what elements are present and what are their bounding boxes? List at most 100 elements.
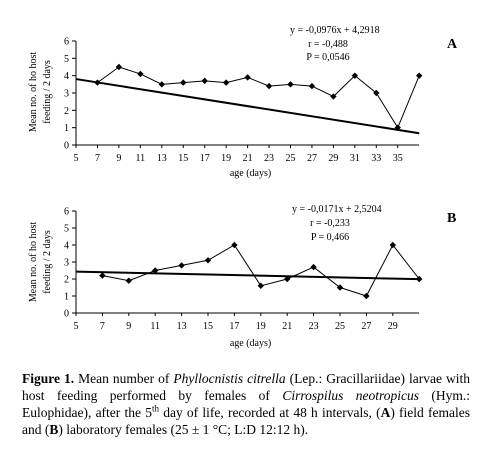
x-tick-label: 15	[203, 321, 213, 332]
x-axis-label: age (days)	[230, 168, 271, 179]
data-point	[336, 284, 344, 291]
regression-annotation: y = -0,0171x + 2,5204	[292, 204, 382, 215]
data-point	[152, 267, 159, 274]
panel-label: B	[447, 211, 456, 226]
data-point	[178, 262, 185, 269]
y-tick-label: 0	[64, 141, 69, 152]
regression-annotation: r = -0,233	[310, 218, 350, 229]
data-point	[287, 81, 294, 88]
data-point	[204, 257, 212, 264]
x-tick-label: 21	[282, 321, 292, 332]
x-tick-label: 15	[178, 153, 188, 164]
x-tick-label: 31	[350, 153, 360, 164]
data-point	[284, 275, 291, 283]
y-tick-label: 4	[64, 71, 69, 82]
x-tick-label: 11	[136, 153, 146, 164]
y-tick-label: 6	[64, 207, 69, 218]
data-point	[394, 124, 401, 131]
x-tick-label: 29	[388, 321, 398, 332]
figure-caption: Figure 1. Mean number of Phyllocnistis c…	[22, 370, 470, 438]
x-tick-label: 7	[100, 321, 105, 332]
trend-line	[75, 270, 420, 281]
x-tick-label: 13	[157, 153, 167, 164]
trend-line	[75, 78, 420, 135]
x-tick-label: 21	[243, 153, 253, 164]
data-point	[330, 93, 337, 100]
caption-run: ) laboratory females (25 ± 1 °C; L:D 12:…	[58, 422, 309, 437]
x-tick-label: 5	[74, 321, 79, 332]
y-tick-label: 4	[64, 241, 69, 252]
caption-run: (Hym.: Eulophidae), after the 5	[22, 388, 471, 420]
data-point	[115, 63, 123, 71]
y-tick-label: 2	[64, 106, 69, 117]
series-line	[97, 66, 420, 129]
caption-run: B	[49, 422, 59, 437]
regression-annotation: r = -0,488	[308, 39, 348, 50]
data-point	[416, 72, 423, 79]
data-point	[94, 79, 101, 86]
data-point	[99, 272, 106, 279]
x-tick-label: 23	[309, 321, 319, 332]
data-point	[201, 77, 208, 85]
y-tick-label: 1	[64, 292, 69, 303]
x-tick-label: 27	[307, 153, 317, 164]
y-tick-label: 5	[64, 224, 69, 235]
x-tick-label: 11	[150, 321, 160, 332]
data-point	[351, 72, 359, 79]
regression-annotation: P = 0,0546	[306, 52, 349, 63]
data-point	[310, 263, 317, 271]
x-tick-label: 13	[177, 321, 187, 332]
x-tick-label: 29	[328, 153, 338, 164]
data-point	[180, 79, 187, 86]
y-tick-label: 2	[64, 275, 69, 286]
y-tick-label: 3	[64, 89, 69, 100]
data-point	[158, 81, 165, 88]
y-tick-label: 6	[64, 37, 69, 48]
data-point	[373, 89, 380, 97]
y-tick-label: 3	[64, 258, 69, 269]
caption-body: Mean number of Phyllocnistis citrella (L…	[22, 371, 470, 437]
data-point	[416, 275, 423, 283]
data-point	[265, 82, 273, 90]
x-tick-label: 23	[264, 153, 274, 164]
data-point	[389, 241, 396, 249]
caption-label: Figure 1.	[22, 371, 75, 386]
x-tick-label: 17	[200, 153, 210, 164]
data-point	[137, 70, 144, 78]
x-tick-label: 17	[229, 321, 239, 332]
y-tick-label: 1	[64, 123, 69, 134]
caption-run: (Lep.: Gracillariidae) larvae with host …	[22, 371, 470, 403]
x-tick-label: 25	[286, 153, 296, 164]
x-tick-label: 9	[126, 321, 131, 332]
caption-run: ) field females and (	[22, 405, 470, 437]
caption-run: A	[380, 405, 391, 420]
data-point	[222, 79, 230, 86]
x-tick-label: 19	[221, 153, 231, 164]
x-axis-label: age (days)	[230, 338, 271, 349]
caption-run: Phyllocnistis citrella	[173, 371, 286, 386]
caption-run: Cirrospilus neotropicus	[282, 388, 419, 403]
x-tick-label: 25	[335, 321, 345, 332]
caption-run: Mean number of	[74, 371, 174, 386]
x-tick-label: 33	[371, 153, 381, 164]
x-tick-label: 27	[361, 321, 371, 332]
panel-label: A	[447, 37, 458, 52]
y-axis-label: feeding / 2 days	[42, 230, 53, 294]
data-point	[363, 292, 370, 300]
data-point	[257, 282, 264, 289]
x-tick-label: 19	[256, 321, 266, 332]
data-point	[308, 82, 316, 90]
x-tick-label: 5	[74, 153, 79, 164]
data-point	[125, 277, 132, 284]
data-point	[244, 74, 251, 81]
x-tick-label: 7	[95, 153, 100, 164]
y-axis-label: Mean no. of ho host	[28, 222, 39, 302]
y-axis-label: feeding / 2 days	[42, 60, 53, 124]
y-tick-label: 5	[64, 54, 69, 65]
x-tick-label: 35	[393, 153, 403, 164]
x-tick-label: 9	[116, 153, 121, 164]
regression-annotation: P = 0,466	[311, 232, 349, 243]
